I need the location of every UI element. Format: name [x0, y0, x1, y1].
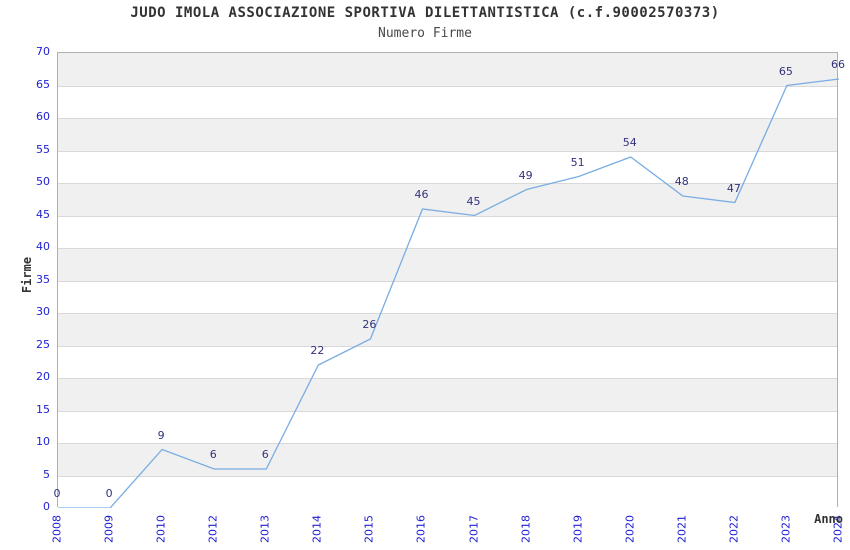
x-tick-label: 2014 [310, 515, 324, 543]
gridline [58, 248, 837, 249]
data-point-label: 0 [105, 487, 113, 500]
data-point-label: 46 [414, 188, 429, 201]
y-tick-label: 40 [36, 240, 50, 253]
gridline [58, 443, 837, 444]
x-tick-label: 2019 [571, 515, 585, 543]
grid-band [58, 345, 837, 378]
grid-band [58, 475, 837, 508]
gridline [58, 215, 837, 217]
y-tick-label: 5 [43, 467, 50, 481]
data-line [58, 78, 839, 508]
gridline [58, 313, 837, 314]
data-point-label: 49 [518, 168, 533, 182]
x-tick-label: 2017 [467, 515, 481, 543]
data-point-label: 51 [570, 155, 585, 169]
chart-title: JUDO IMOLA ASSOCIAZIONE SPORTIVA DILETTA… [130, 5, 720, 21]
y-tick-label: 0 [43, 500, 50, 513]
y-tick-label: 30 [36, 305, 50, 318]
x-tick-label: 2022 [727, 515, 741, 543]
y-tick-label: 35 [36, 272, 50, 286]
grid-band [58, 215, 837, 248]
data-point-label: 26 [362, 318, 377, 331]
gridline [58, 118, 837, 119]
gridline [58, 345, 837, 347]
gridline [58, 378, 837, 379]
data-point-label: 9 [157, 428, 165, 442]
grid-band [58, 378, 837, 411]
x-tick-label: 2008 [50, 515, 64, 543]
data-point-label: 6 [261, 448, 269, 461]
gridline [58, 475, 837, 477]
gridline [58, 150, 837, 152]
y-tick-label: 20 [36, 370, 50, 383]
x-tick-label: 2009 [102, 515, 116, 543]
data-point-label: 45 [466, 194, 481, 208]
x-tick-label: 2016 [414, 515, 428, 543]
y-tick-label: 15 [36, 402, 50, 416]
grid-band [58, 150, 837, 183]
data-point-label: 66 [831, 58, 845, 71]
y-tick-label: 65 [36, 77, 50, 91]
x-tick-label: 2023 [779, 515, 793, 543]
x-tick-label: 2018 [519, 515, 533, 543]
data-point-label: 22 [310, 344, 325, 357]
line-series-svg [58, 78, 839, 508]
data-point-label: 0 [53, 487, 61, 500]
data-point-label: 48 [674, 175, 689, 188]
x-tick-label: 2012 [206, 515, 220, 543]
grid-band [58, 53, 837, 86]
y-tick-label: 60 [36, 110, 50, 123]
y-tick-label: 50 [36, 175, 50, 188]
grid-band [58, 410, 837, 443]
data-point-label: 6 [209, 448, 217, 461]
gridline [58, 280, 837, 282]
y-tick-label: 10 [36, 435, 50, 448]
x-tick-label: 2010 [154, 515, 168, 543]
gridline [58, 410, 837, 412]
data-point-label: 54 [622, 136, 637, 149]
gridline [58, 183, 837, 184]
gridline [58, 85, 837, 87]
grid-band [58, 313, 837, 346]
y-tick-label: 70 [36, 45, 50, 58]
x-tick-label: 2021 [675, 515, 689, 543]
data-point-label: 47 [726, 181, 741, 195]
plot-area [57, 52, 839, 508]
x-tick-label: 2015 [362, 515, 376, 543]
y-tick-label: 55 [36, 142, 50, 156]
data-point-label: 65 [778, 64, 793, 78]
grid-band [58, 248, 837, 281]
grid-band [58, 118, 837, 151]
grid-band [58, 280, 837, 313]
grid-band [58, 85, 837, 118]
y-tick-label: 25 [36, 337, 50, 351]
x-tick-label: 2013 [258, 515, 272, 543]
x-tick-label: 2020 [623, 515, 637, 543]
y-tick-label: 45 [36, 207, 50, 221]
chart-subtitle: Numero Firme [378, 26, 472, 41]
x-axis-label: Anno [814, 512, 843, 526]
